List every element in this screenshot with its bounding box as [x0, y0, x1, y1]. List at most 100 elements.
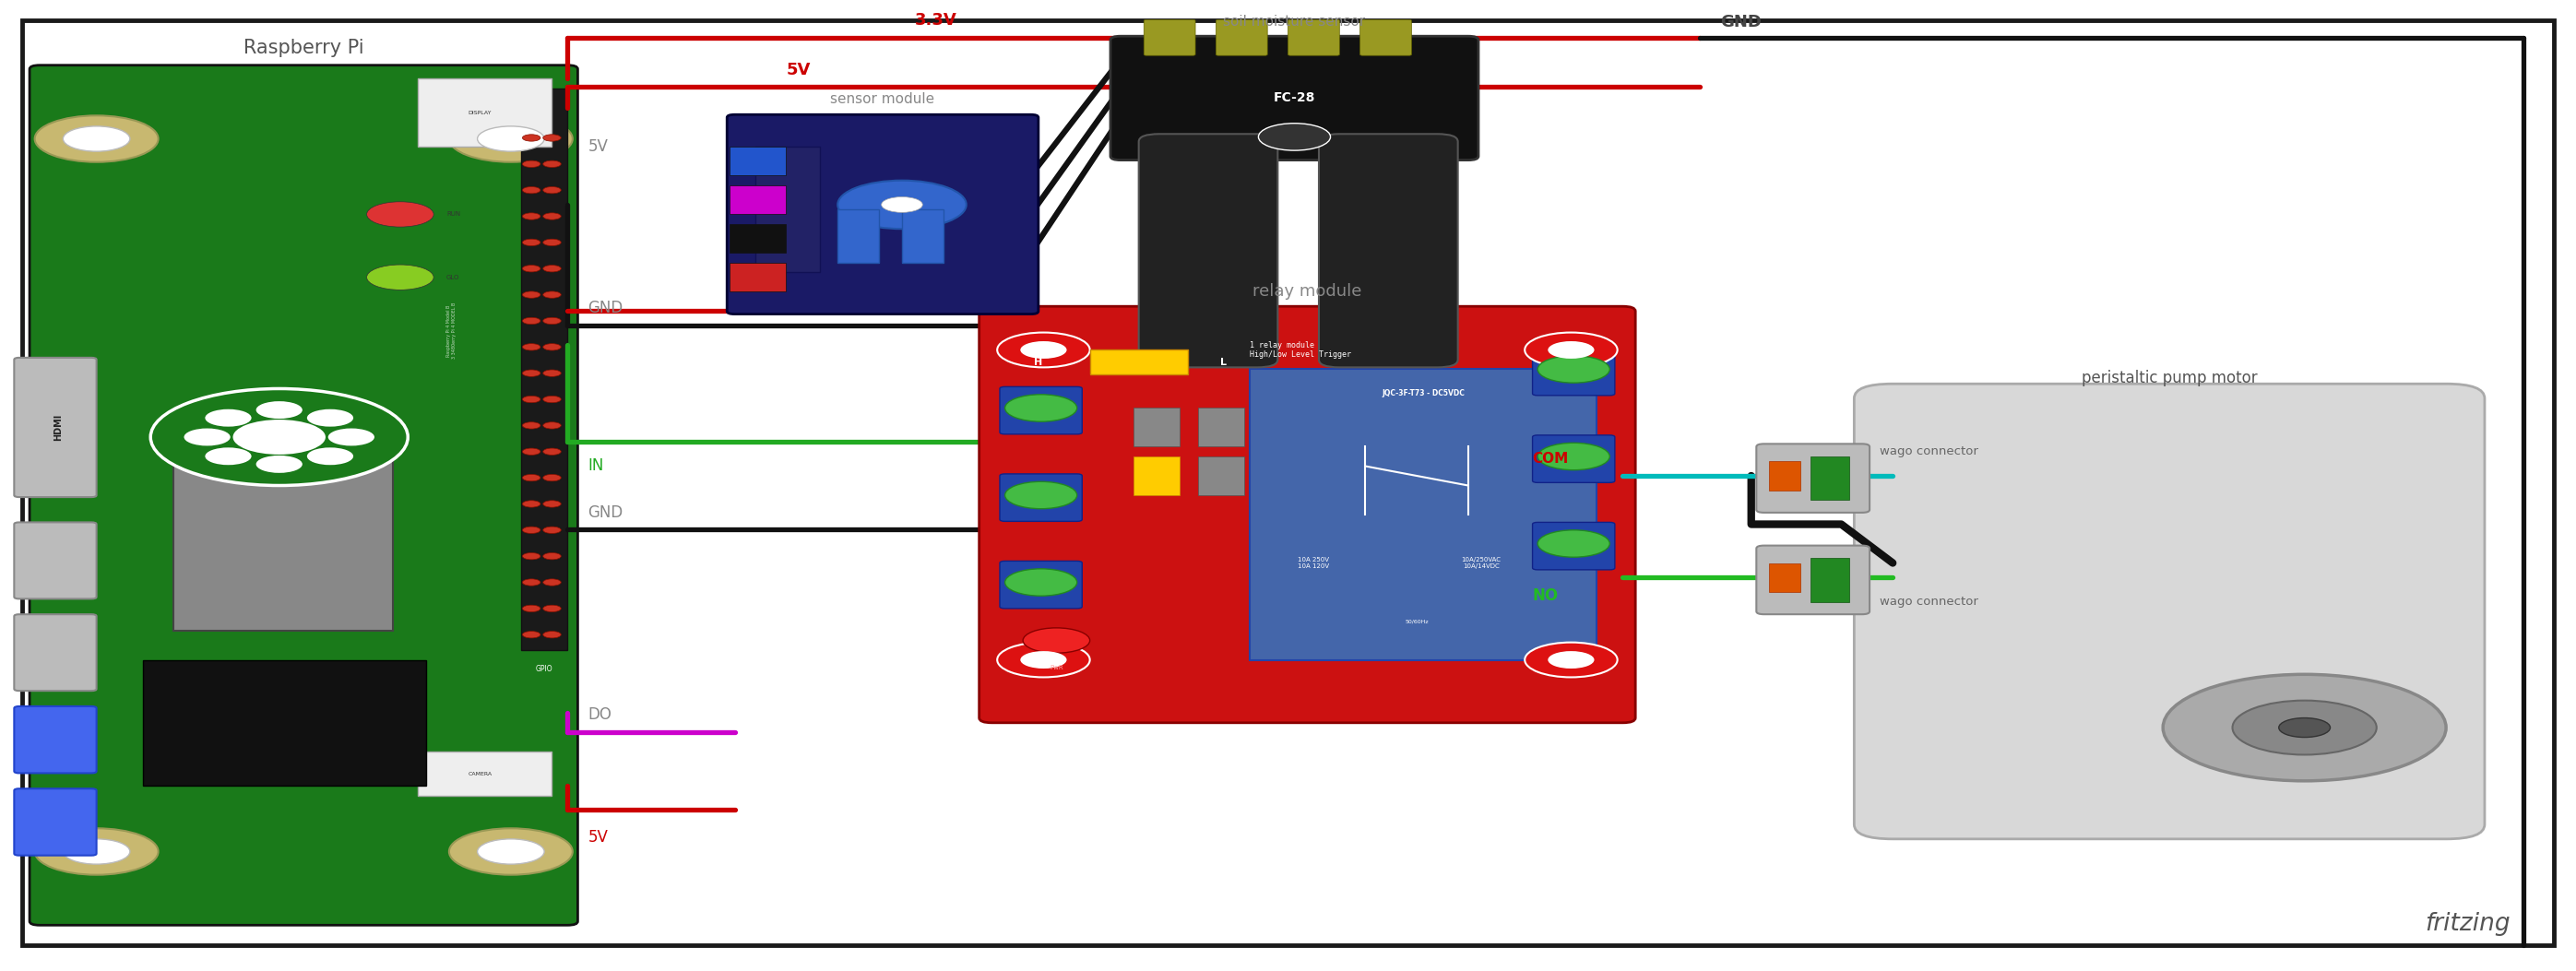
- FancyBboxPatch shape: [999, 386, 1082, 434]
- Text: soil moisture sensor: soil moisture sensor: [1224, 15, 1365, 28]
- Circle shape: [544, 160, 562, 167]
- FancyBboxPatch shape: [1110, 36, 1479, 160]
- Text: relay module: relay module: [1252, 283, 1363, 300]
- Bar: [729, 147, 786, 176]
- Circle shape: [523, 500, 541, 507]
- Circle shape: [544, 631, 562, 638]
- Circle shape: [1525, 332, 1618, 367]
- FancyBboxPatch shape: [999, 561, 1082, 609]
- Circle shape: [544, 134, 562, 141]
- Text: 10A/250VAC
10A/14VDC: 10A/250VAC 10A/14VDC: [1461, 557, 1502, 569]
- Bar: [902, 210, 943, 263]
- Circle shape: [523, 134, 541, 141]
- Text: GND: GND: [587, 299, 623, 316]
- FancyBboxPatch shape: [1533, 522, 1615, 570]
- Bar: [729, 263, 786, 292]
- FancyBboxPatch shape: [1288, 19, 1340, 55]
- Circle shape: [523, 186, 541, 193]
- Circle shape: [523, 344, 541, 351]
- Circle shape: [366, 265, 433, 290]
- Bar: [1133, 408, 1180, 447]
- FancyBboxPatch shape: [13, 357, 95, 497]
- Bar: [1770, 563, 1801, 592]
- Circle shape: [523, 605, 541, 612]
- FancyBboxPatch shape: [1216, 19, 1267, 55]
- Circle shape: [2233, 700, 2378, 754]
- FancyBboxPatch shape: [13, 788, 95, 855]
- Text: GND: GND: [587, 505, 623, 521]
- FancyBboxPatch shape: [1319, 134, 1458, 367]
- Circle shape: [523, 370, 541, 377]
- Bar: [1770, 461, 1801, 490]
- Circle shape: [2280, 718, 2331, 737]
- FancyBboxPatch shape: [999, 474, 1082, 521]
- Circle shape: [33, 116, 157, 162]
- Text: 5V: 5V: [587, 829, 608, 846]
- Text: NO: NO: [1533, 587, 1558, 604]
- Text: Raspberry Pi: Raspberry Pi: [242, 39, 363, 57]
- Circle shape: [523, 552, 541, 559]
- Circle shape: [544, 500, 562, 507]
- Circle shape: [255, 401, 301, 419]
- Circle shape: [544, 344, 562, 351]
- Circle shape: [544, 475, 562, 482]
- Circle shape: [523, 318, 541, 324]
- Bar: [417, 752, 551, 795]
- Bar: [1249, 369, 1597, 660]
- Bar: [1198, 408, 1244, 447]
- FancyBboxPatch shape: [1533, 435, 1615, 483]
- Circle shape: [997, 332, 1090, 367]
- Text: GPIO: GPIO: [536, 665, 554, 673]
- Circle shape: [523, 239, 541, 246]
- Circle shape: [149, 388, 407, 486]
- Circle shape: [255, 455, 301, 473]
- Text: GLO: GLO: [446, 275, 459, 280]
- Text: CAMERA: CAMERA: [469, 772, 492, 777]
- Text: GND: GND: [1721, 14, 1762, 30]
- Text: 5V: 5V: [786, 62, 811, 79]
- Circle shape: [544, 526, 562, 533]
- Circle shape: [477, 839, 544, 864]
- Text: JQC-3F-T73 - DC5VDC: JQC-3F-T73 - DC5VDC: [1381, 389, 1466, 398]
- Circle shape: [881, 197, 922, 213]
- Circle shape: [544, 370, 562, 377]
- Circle shape: [477, 126, 544, 151]
- Circle shape: [544, 396, 562, 403]
- Circle shape: [206, 448, 252, 465]
- Text: DISPLAY: DISPLAY: [469, 111, 492, 115]
- Bar: [1090, 350, 1188, 374]
- Circle shape: [327, 428, 374, 446]
- FancyBboxPatch shape: [1360, 19, 1412, 55]
- FancyBboxPatch shape: [13, 615, 95, 690]
- FancyBboxPatch shape: [28, 65, 577, 925]
- Circle shape: [33, 828, 157, 875]
- Bar: [837, 210, 878, 263]
- Bar: [1811, 456, 1850, 500]
- Circle shape: [523, 526, 541, 533]
- Text: HDMI: HDMI: [54, 414, 62, 441]
- Circle shape: [523, 631, 541, 638]
- Text: 5V: 5V: [587, 138, 608, 154]
- Circle shape: [544, 579, 562, 586]
- Bar: [520, 88, 567, 651]
- Text: wago connector: wago connector: [1880, 446, 1978, 457]
- Circle shape: [1260, 123, 1329, 151]
- FancyBboxPatch shape: [13, 522, 95, 599]
- Circle shape: [997, 643, 1090, 677]
- Circle shape: [523, 291, 541, 298]
- Bar: [1198, 456, 1244, 495]
- Circle shape: [448, 828, 572, 875]
- Circle shape: [1525, 643, 1618, 677]
- Text: L: L: [1221, 358, 1226, 367]
- Circle shape: [523, 265, 541, 272]
- Circle shape: [1020, 652, 1066, 669]
- Text: RUN: RUN: [446, 212, 461, 218]
- Bar: [755, 147, 819, 273]
- Circle shape: [1005, 394, 1077, 421]
- Text: DO: DO: [587, 706, 613, 722]
- Circle shape: [1020, 341, 1066, 358]
- Circle shape: [544, 449, 562, 455]
- Circle shape: [544, 552, 562, 559]
- Circle shape: [1538, 355, 1610, 383]
- Circle shape: [523, 422, 541, 429]
